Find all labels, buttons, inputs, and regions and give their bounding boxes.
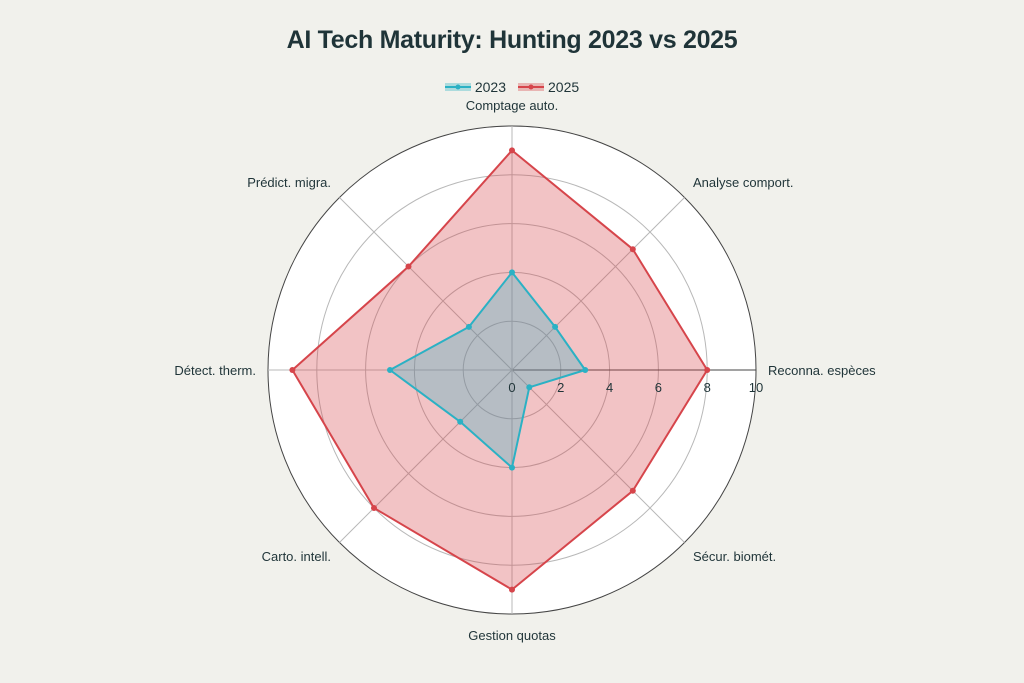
point-2025-1 — [629, 246, 636, 253]
point-2023-4 — [387, 367, 393, 373]
legend-item-2023[interactable]: 2023 — [444, 79, 506, 95]
point-2023-0 — [582, 367, 589, 373]
series-area-2023 — [390, 272, 586, 468]
series-area-2025 — [292, 150, 708, 590]
tick-label-10: 10 — [749, 380, 763, 395]
axis-label-5: Carto. intell. — [262, 549, 331, 564]
axis-label-3: Prédict. migra. — [247, 175, 331, 190]
spoke-7 — [511, 369, 685, 543]
point-2025-4 — [289, 367, 296, 373]
legend-item-2025[interactable]: 2025 — [518, 79, 579, 95]
axis-label-6: Gestion quotas — [468, 628, 556, 643]
point-2023-7 — [526, 384, 533, 391]
axis-label-0: Reconna. espèces — [768, 363, 876, 378]
point-2023-6 — [509, 464, 515, 471]
point-2023-5 — [457, 418, 464, 425]
tick-label-4: 4 — [606, 380, 613, 395]
tick-label-2: 2 — [557, 380, 564, 395]
legend: 2023 2025 — [0, 79, 1024, 95]
axis-label-7: Sécur. biomét. — [693, 549, 776, 564]
legend-swatch-2023 — [444, 83, 471, 91]
spoke-1 — [511, 197, 685, 371]
point-2025-0 — [704, 367, 711, 373]
point-2025-6 — [509, 586, 515, 593]
axis-label-2: Comptage auto. — [466, 98, 559, 113]
tick-label-0: 0 — [508, 380, 515, 395]
point-2025-2 — [509, 147, 515, 154]
point-2023-3 — [465, 323, 472, 330]
axis-label-4: Détect. therm. — [174, 363, 256, 378]
axis-label-1: Analyse comport. — [693, 175, 793, 190]
legend-label-2025: 2025 — [548, 79, 580, 95]
legend-label-2023: 2023 — [474, 79, 506, 95]
spoke-3 — [339, 197, 513, 371]
point-2025-7 — [629, 487, 636, 494]
point-2023-1 — [552, 323, 559, 330]
chart-title: AI Tech Maturity: Hunting 2023 vs 2025 — [286, 26, 738, 54]
tick-label-8: 8 — [704, 380, 711, 395]
point-2025-5 — [371, 505, 377, 511]
tick-label-6: 6 — [655, 380, 662, 395]
point-2023-2 — [509, 269, 515, 276]
point-2025-3 — [405, 263, 412, 270]
legend-swatch-2025 — [518, 83, 544, 91]
spoke-5 — [339, 369, 513, 543]
